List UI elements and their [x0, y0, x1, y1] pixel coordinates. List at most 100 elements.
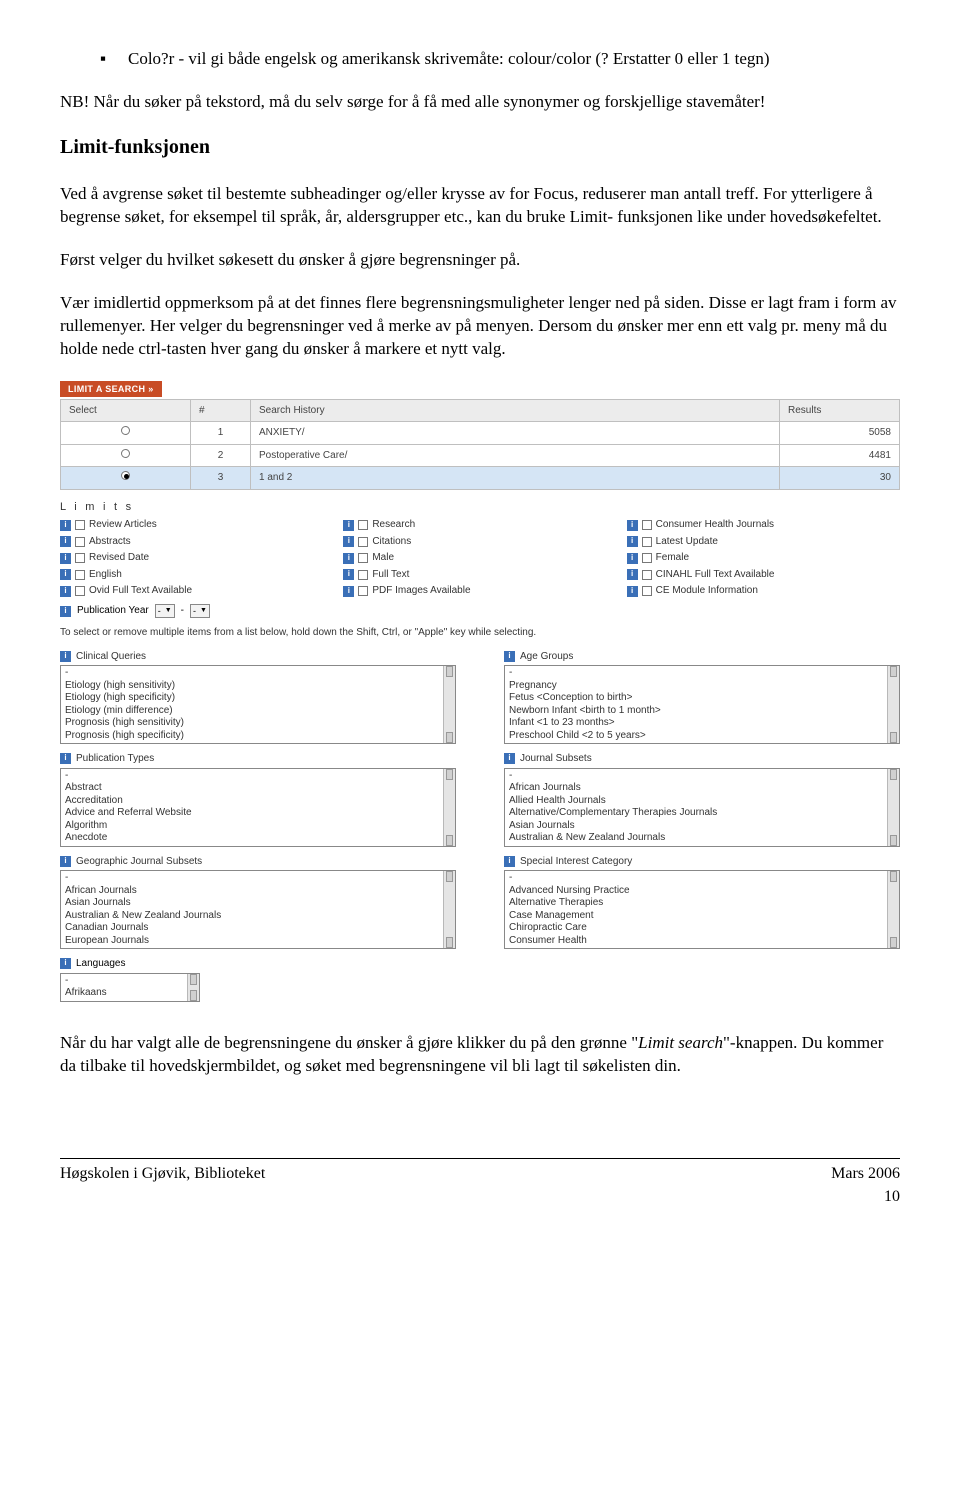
info-icon[interactable]: i: [627, 586, 638, 597]
list-option[interactable]: Pregnancy: [509, 680, 885, 693]
list-option[interactable]: -: [65, 770, 441, 783]
list-option[interactable]: -: [65, 667, 441, 680]
info-icon[interactable]: i: [60, 753, 71, 764]
limit-checkbox-item[interactable]: iRevised Date: [60, 551, 333, 565]
list-option[interactable]: Allied Health Journals: [509, 795, 885, 808]
info-icon[interactable]: i: [627, 536, 638, 547]
checkbox[interactable]: [642, 586, 652, 596]
info-icon[interactable]: i: [343, 586, 354, 597]
multiselect-listbox[interactable]: -Etiology (high sensitivity)Etiology (hi…: [60, 665, 456, 744]
scrollbar[interactable]: [887, 666, 899, 743]
checkbox[interactable]: [75, 570, 85, 580]
list-option[interactable]: Chiropractic Care: [509, 922, 885, 935]
list-option[interactable]: -: [509, 770, 885, 783]
list-option[interactable]: Alternative/Complementary Therapies Jour…: [509, 807, 885, 820]
info-icon[interactable]: i: [60, 606, 71, 617]
limit-checkbox-item[interactable]: iAbstracts: [60, 535, 333, 549]
list-option[interactable]: African Journals: [509, 782, 885, 795]
table-row[interactable]: 2Postoperative Care/4481: [61, 444, 900, 467]
info-icon[interactable]: i: [343, 520, 354, 531]
list-option[interactable]: -: [509, 667, 885, 680]
list-option[interactable]: -: [65, 975, 185, 988]
select-radio[interactable]: [121, 471, 130, 480]
checkbox[interactable]: [358, 553, 368, 563]
multiselect-listbox[interactable]: -AbstractAccreditationAdvice and Referra…: [60, 768, 456, 847]
info-icon[interactable]: i: [504, 753, 515, 764]
multiselect-listbox[interactable]: -African JournalsAsian JournalsAustralia…: [60, 870, 456, 949]
list-option[interactable]: Etiology (min difference): [65, 705, 441, 718]
limit-checkbox-item[interactable]: iResearch: [343, 518, 616, 532]
select-radio[interactable]: [121, 449, 130, 458]
info-icon[interactable]: i: [60, 553, 71, 564]
info-icon[interactable]: i: [60, 586, 71, 597]
limit-search-button[interactable]: LIMIT A SEARCH »: [60, 381, 162, 397]
checkbox[interactable]: [75, 537, 85, 547]
list-option[interactable]: Canadian Journals: [65, 922, 441, 935]
info-icon[interactable]: i: [343, 553, 354, 564]
table-row[interactable]: 1ANXIETY/5058: [61, 422, 900, 445]
list-option[interactable]: Advanced Nursing Practice: [509, 885, 885, 898]
info-icon[interactable]: i: [343, 569, 354, 580]
info-icon[interactable]: i: [627, 569, 638, 580]
checkbox[interactable]: [642, 570, 652, 580]
list-option[interactable]: Prognosis (high sensitivity): [65, 717, 441, 730]
list-option[interactable]: Asian Journals: [509, 820, 885, 833]
info-icon[interactable]: i: [60, 569, 71, 580]
multiselect-listbox[interactable]: -African JournalsAllied Health JournalsA…: [504, 768, 900, 847]
list-option[interactable]: Australian & New Zealand Journals: [65, 910, 441, 923]
limit-checkbox-item[interactable]: iOvid Full Text Available: [60, 584, 333, 598]
limit-checkbox-item[interactable]: iPDF Images Available: [343, 584, 616, 598]
languages-listbox[interactable]: -Afrikaans: [60, 973, 200, 1002]
info-icon[interactable]: i: [343, 536, 354, 547]
checkbox[interactable]: [75, 553, 85, 563]
list-option[interactable]: Case Management: [509, 910, 885, 923]
limit-checkbox-item[interactable]: iReview Articles: [60, 518, 333, 532]
info-icon[interactable]: i: [60, 856, 71, 867]
scrollbar[interactable]: [187, 974, 199, 1001]
list-option[interactable]: Alternative Therapies: [509, 897, 885, 910]
list-option[interactable]: Asian Journals: [65, 897, 441, 910]
list-option[interactable]: Afrikaans: [65, 987, 185, 1000]
info-icon[interactable]: i: [60, 520, 71, 531]
list-option[interactable]: Newborn Infant <birth to 1 month>: [509, 705, 885, 718]
list-option[interactable]: Consumer Health: [509, 935, 885, 948]
list-option[interactable]: Abstract: [65, 782, 441, 795]
list-option[interactable]: Australian & New Zealand Journals: [509, 832, 885, 845]
list-option[interactable]: Fetus <Conception to birth>: [509, 692, 885, 705]
list-option[interactable]: -: [509, 872, 885, 885]
limit-checkbox-item[interactable]: iFemale: [627, 551, 900, 565]
year-to-select[interactable]: -▼: [190, 604, 210, 618]
limit-checkbox-item[interactable]: iLatest Update: [627, 535, 900, 549]
scrollbar[interactable]: [443, 769, 455, 846]
list-option[interactable]: African Journals: [65, 885, 441, 898]
checkbox[interactable]: [642, 537, 652, 547]
scrollbar[interactable]: [887, 871, 899, 948]
list-option[interactable]: Etiology (high specificity): [65, 692, 441, 705]
info-icon[interactable]: i: [504, 651, 515, 662]
info-icon[interactable]: i: [627, 520, 638, 531]
info-icon[interactable]: i: [60, 958, 71, 969]
list-option[interactable]: Infant <1 to 23 months>: [509, 717, 885, 730]
list-option[interactable]: European Journals: [65, 935, 441, 948]
info-icon[interactable]: i: [60, 651, 71, 662]
checkbox[interactable]: [358, 570, 368, 580]
list-option[interactable]: Prognosis (high specificity): [65, 730, 441, 743]
info-icon[interactable]: i: [60, 536, 71, 547]
limit-checkbox-item[interactable]: iCINAHL Full Text Available: [627, 568, 900, 582]
year-from-select[interactable]: -▼: [155, 604, 175, 618]
checkbox[interactable]: [642, 520, 652, 530]
checkbox[interactable]: [358, 537, 368, 547]
list-option[interactable]: -: [65, 872, 441, 885]
select-radio[interactable]: [121, 426, 130, 435]
list-option[interactable]: Advice and Referral Website: [65, 807, 441, 820]
list-option[interactable]: Anecdote: [65, 832, 441, 845]
info-icon[interactable]: i: [504, 856, 515, 867]
limit-checkbox-item[interactable]: iFull Text: [343, 568, 616, 582]
limit-checkbox-item[interactable]: iCE Module Information: [627, 584, 900, 598]
limit-checkbox-item[interactable]: iCitations: [343, 535, 616, 549]
info-icon[interactable]: i: [627, 553, 638, 564]
list-option[interactable]: Accreditation: [65, 795, 441, 808]
table-row[interactable]: 31 and 230: [61, 467, 900, 490]
scrollbar[interactable]: [443, 666, 455, 743]
checkbox[interactable]: [358, 520, 368, 530]
